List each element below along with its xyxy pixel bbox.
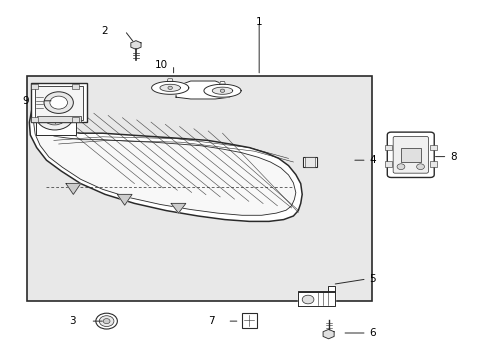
Text: 7: 7 [208, 316, 215, 326]
Bar [31, 117, 38, 122]
Bar [303, 157, 316, 167]
Bar [400, 148, 420, 162]
Text: 4: 4 [368, 155, 375, 165]
Polygon shape [298, 286, 334, 292]
Bar [385, 145, 391, 150]
Polygon shape [212, 87, 232, 94]
Bar [242, 313, 256, 328]
Polygon shape [66, 184, 81, 194]
Circle shape [220, 89, 224, 93]
Text: 1: 1 [255, 17, 262, 27]
Bar [27, 76, 371, 301]
Bar [72, 117, 79, 122]
Polygon shape [34, 97, 295, 215]
Text: 8: 8 [449, 152, 456, 162]
Bar [429, 161, 436, 167]
Circle shape [96, 313, 117, 329]
Polygon shape [203, 84, 241, 97]
Polygon shape [176, 81, 229, 99]
FancyBboxPatch shape [392, 136, 427, 173]
Polygon shape [151, 81, 188, 94]
Circle shape [36, 103, 73, 130]
Polygon shape [323, 329, 333, 339]
Polygon shape [29, 94, 302, 221]
Text: 10: 10 [155, 60, 167, 70]
Polygon shape [298, 291, 334, 306]
Circle shape [416, 164, 424, 170]
FancyBboxPatch shape [386, 132, 433, 177]
Polygon shape [160, 84, 180, 91]
Circle shape [302, 295, 313, 304]
Circle shape [103, 319, 110, 324]
Polygon shape [117, 194, 132, 205]
Polygon shape [171, 203, 185, 213]
Bar [304, 157, 315, 167]
Text: 2: 2 [101, 26, 107, 36]
Circle shape [50, 96, 67, 109]
Bar [72, 84, 79, 89]
Polygon shape [36, 97, 76, 135]
Text: 9: 9 [22, 96, 29, 106]
Text: 6: 6 [368, 328, 375, 338]
Circle shape [396, 164, 404, 170]
Circle shape [99, 316, 114, 327]
Bar [385, 161, 391, 167]
Polygon shape [219, 82, 225, 84]
Bar [429, 145, 436, 150]
Bar [31, 83, 87, 122]
Polygon shape [167, 79, 173, 81]
Text: 3: 3 [69, 316, 76, 326]
Bar [31, 84, 38, 89]
Text: 5: 5 [368, 274, 375, 284]
Circle shape [43, 108, 66, 125]
Circle shape [44, 92, 73, 113]
Polygon shape [131, 41, 141, 49]
Circle shape [167, 86, 172, 90]
Bar [37, 116, 81, 122]
Bar [35, 86, 83, 120]
